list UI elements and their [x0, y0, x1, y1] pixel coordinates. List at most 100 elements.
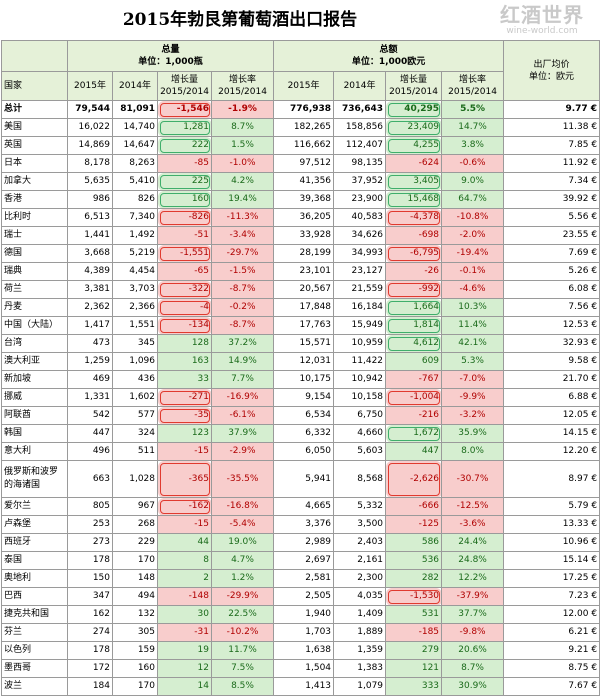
country-cell: 香港 — [1, 190, 68, 209]
value-growth-label: 增长量 — [400, 75, 428, 85]
country-cell: 西班牙 — [1, 533, 68, 552]
volume-2014-cell: 436 — [112, 370, 158, 389]
volume-growth-cell: 8 — [157, 551, 212, 570]
value-growth-cell: -1,004 — [385, 388, 443, 407]
country-cell: 台湾 — [1, 334, 68, 353]
volume-rate-cell: 4.7% — [210, 551, 275, 570]
value-growth-cell: 1,672 — [385, 424, 443, 443]
total-row: 总计 79,544 81,091 -1,546 -1.9% 776,938 736,643 4… — [1, 100, 600, 119]
value-2014-cell: 23,900 — [333, 190, 387, 209]
volume-2015-cell: 150 — [67, 569, 113, 588]
value-2015-cell: 2,697 — [273, 551, 335, 570]
value-rate-cell: 14.7% — [441, 118, 505, 137]
volume-rate-cell: 1.2% — [210, 569, 275, 588]
volume-rate-cell: 11.7% — [210, 641, 275, 660]
avg-price-cell: 6.08 € — [503, 280, 600, 299]
avg-price-cell: 10.96 € — [503, 533, 600, 552]
value-growth-cell: -26 — [385, 262, 443, 281]
volume-2015-cell: 805 — [67, 497, 113, 516]
value-growth-cell: 282 — [385, 569, 443, 588]
header-row-columns: 国家 2015年 2014年 增长量 2015/2014 增长率 2015/2014… — [1, 71, 600, 101]
value-2015-cell: 116,662 — [273, 136, 335, 155]
table-row: 韩国 447 324 123 37.9% 6,332 4,660 1,672 35.9% 14.1… — [1, 424, 600, 443]
volume-growth-cell: -826 — [157, 208, 212, 227]
volume-2014-cell: 14,647 — [112, 136, 158, 155]
value-2015-cell: 17,763 — [273, 316, 335, 335]
value-2015-cell: 1,638 — [273, 641, 335, 660]
volume-2014-cell: 132 — [112, 605, 158, 624]
volume-growth-cell: -148 — [157, 587, 212, 606]
volume-2014-cell: 305 — [112, 623, 158, 642]
value-2015-cell: 1,413 — [273, 677, 335, 696]
value-growth-cell: 3,405 — [385, 172, 443, 191]
volume-group-header: 总量 单位：1,000瓶 — [66, 40, 275, 72]
volume-rate-cell: 19.4% — [210, 190, 275, 209]
value-2014-cell: 1,359 — [333, 641, 387, 660]
volume-rate-cell: -29.9% — [210, 587, 275, 606]
country-cell: 丹麦 — [1, 298, 68, 317]
volume-2014-cell: 268 — [112, 515, 158, 534]
volume-2015-cell: 79,544 — [67, 100, 113, 119]
country-cell: 卢森堡 — [1, 515, 68, 534]
table-row: 芬兰 274 305 -31 -10.2% 1,703 1,889 -185 -9.8% 6.21… — [1, 623, 600, 642]
value-2014-cell: 6,750 — [333, 406, 387, 425]
volume-rate-cell: -8.7% — [210, 280, 275, 299]
country-cell: 墨西哥 — [1, 659, 68, 678]
avg-price-cell: 9.21 € — [503, 641, 600, 660]
value-unit-label: 单位：1,000欧元 — [351, 57, 426, 67]
value-2014-cell: 10,158 — [333, 388, 387, 407]
avg-price-cell: 5.79 € — [503, 497, 600, 516]
avg-price-cell: 5.26 € — [503, 262, 600, 281]
volume-2015-cell: 1,417 — [67, 316, 113, 335]
table-row: 瑞典 4,389 4,454 -65 -1.5% 23,101 23,127 -26 -0.1%… — [1, 262, 600, 281]
table-row: 加拿大 5,635 5,410 225 4.2% 41,356 37,952 3,405 9.0… — [1, 172, 600, 191]
avg-price-cell: 11.38 € — [503, 118, 600, 137]
country-cell: 澳大利亚 — [1, 352, 68, 371]
volume-2014-cell: 577 — [112, 406, 158, 425]
value-2015-cell: 6,534 — [273, 406, 335, 425]
value-2015-cell: 776,938 — [273, 100, 335, 119]
value-rate-period: 2015/2014 — [448, 87, 497, 97]
volume-2015-cell: 4,389 — [67, 262, 113, 281]
value-growth-cell: -666 — [385, 497, 443, 516]
volume-rate-period: 2015/2014 — [218, 87, 267, 97]
volume-2014-cell: 1,096 — [112, 352, 158, 371]
volume-2014-cell: 2,366 — [112, 298, 158, 317]
country-cell: 泰国 — [1, 551, 68, 570]
value-rate-cell: 24.4% — [441, 533, 505, 552]
table-row: 波兰 184 170 14 8.5% 1,413 1,079 333 30.9% 7.67 € — [1, 677, 600, 696]
value-2014-cell: 4,660 — [333, 424, 387, 443]
value-rate-cell: 37.7% — [441, 605, 505, 624]
value-rate-cell: 42.1% — [441, 334, 505, 353]
value-2015-cell: 1,504 — [273, 659, 335, 678]
value-2015-cell: 28,199 — [273, 244, 335, 263]
volume-rate-cell: -6.1% — [210, 406, 275, 425]
avg-price-cell: 7.34 € — [503, 172, 600, 191]
country-cell: 捷克共和国 — [1, 605, 68, 624]
avg-price-cell: 32.93 € — [503, 334, 600, 353]
volume-2015-cell: 469 — [67, 370, 113, 389]
avg-price-cell: 14.15 € — [503, 424, 600, 443]
volume-growth-cell: 14 — [157, 677, 212, 696]
value-rate-cell: 35.9% — [441, 424, 505, 443]
value-growth-cell: 447 — [385, 442, 443, 461]
volume-growth-cell: 222 — [157, 136, 212, 155]
volume-growth-cell: -134 — [157, 316, 212, 335]
volume-growth-cell: -365 — [157, 460, 212, 498]
value-2014-cell: 5,603 — [333, 442, 387, 461]
volume-2014-cell: 159 — [112, 641, 158, 660]
volume-2015-cell: 3,381 — [67, 280, 113, 299]
volume-growth-label: 增长量 — [170, 75, 198, 85]
value-growth-cell: 4,255 — [385, 136, 443, 155]
country-cell: 瑞士 — [1, 226, 68, 245]
avg-price-cell: 7.85 € — [503, 136, 600, 155]
value-rate-cell: -30.7% — [441, 460, 505, 498]
volume-rate-cell: -11.3% — [210, 208, 275, 227]
value-2014-cell: 1,079 — [333, 677, 387, 696]
volume-2014-cell: 494 — [112, 587, 158, 606]
value-2014-cell: 1,409 — [333, 605, 387, 624]
country-cell: 德国 — [1, 244, 68, 263]
avg-price-cell: 5.56 € — [503, 208, 600, 227]
value-2014-cell: 21,559 — [333, 280, 387, 299]
value-group-label: 总额 — [379, 45, 398, 55]
